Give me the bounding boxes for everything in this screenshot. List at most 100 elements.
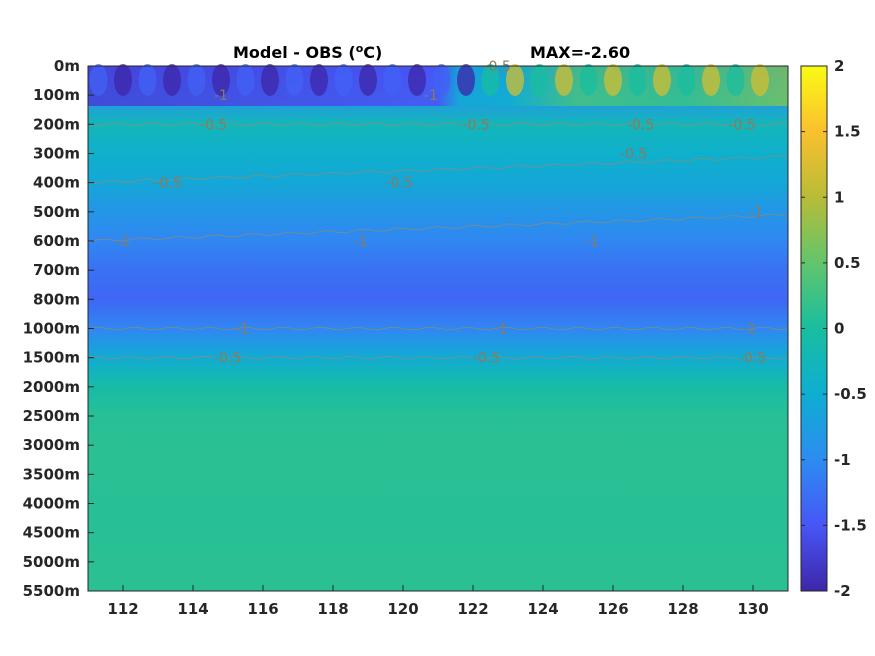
title-main: Model - OBS ( (233, 43, 356, 62)
surface-cell (432, 64, 451, 96)
y-tick-label: 1500m (23, 349, 80, 367)
contour-label: -0.5 (484, 59, 511, 75)
y-tick-label: 4000m (23, 495, 80, 513)
y-tick-label: 3000m (23, 436, 80, 454)
x-tick-label: 124 (527, 600, 558, 618)
surface-cell (212, 64, 230, 96)
contour-label: -1 (494, 322, 508, 338)
colorbar-gradient (801, 66, 827, 591)
contour-line (87, 355, 789, 360)
contour-label: -0.5 (729, 117, 756, 133)
contour-label: -0.5 (214, 351, 241, 367)
surface-cell (457, 64, 475, 96)
y-tick-label: 200m (33, 115, 80, 133)
surface-cell (677, 64, 696, 96)
contour-label: -1 (424, 88, 438, 104)
x-tick-label: 126 (597, 600, 628, 618)
colorbar-tick-label: 0.5 (834, 254, 861, 272)
surface-cell (138, 64, 157, 96)
contour-lines (87, 122, 789, 360)
surface-cell (751, 64, 769, 96)
surface-cell (89, 64, 108, 96)
colorbar-tick-label: -0.5 (834, 385, 867, 403)
surface-cell (530, 64, 549, 96)
y-tick-label: 400m (33, 174, 80, 192)
contour-label: -1 (750, 205, 764, 221)
contour-line (87, 213, 789, 243)
y-tick-label: 5500m (23, 582, 80, 600)
surface-cell (114, 64, 132, 96)
contour-label: -0.5 (620, 147, 647, 163)
surface-cell (506, 64, 524, 96)
surface-cell (285, 64, 304, 96)
contour-label: -1 (585, 234, 599, 250)
y-tick-label: 600m (33, 232, 80, 250)
contour-label: -1 (354, 234, 368, 250)
surface-cells (89, 64, 769, 96)
surface-cell (555, 64, 573, 96)
x-tick-label: 128 (667, 600, 698, 618)
y-tick-label: 3500m (23, 465, 80, 483)
y-tick-label: 2000m (23, 378, 80, 396)
surface-cell (702, 64, 720, 96)
title-superscript: o (356, 42, 364, 55)
surface-cell (726, 64, 745, 96)
x-tick-label: 118 (317, 600, 348, 618)
contour-label: -0.5 (473, 351, 500, 367)
surface-cell (604, 64, 622, 96)
y-tick-label: 4500m (23, 524, 80, 542)
y-tick-label: 1000m (23, 320, 80, 338)
y-tick-label: 300m (33, 145, 80, 163)
surface-cell (163, 64, 181, 96)
colorbar-tick-label: -1.5 (834, 516, 867, 534)
colorbar-tick-label: -1 (834, 451, 851, 469)
colorbar-tick-label: -2 (834, 582, 851, 600)
contour-label: -0.5 (155, 176, 182, 192)
colorbar-tick-label: 1.5 (834, 123, 861, 141)
contour-labels: -1 -1 -0.5 -0.5 -0.5 -0.5 -0.5 -0.5 -0.5 -0.5 -1 -1… (116, 59, 766, 367)
surface-cell (310, 64, 328, 96)
x-tick-label: 120 (387, 600, 418, 618)
surface-cell (481, 64, 500, 96)
y-tick-label: 100m (33, 86, 80, 104)
colorbar-tick-label: 1 (834, 188, 844, 206)
heatmap-field (88, 66, 788, 591)
surface-cell (261, 64, 279, 96)
surface-cell (653, 64, 671, 96)
contour-line (87, 155, 789, 185)
y-tick-label: 2500m (23, 407, 80, 425)
contour-label: -0.5 (627, 117, 654, 133)
contour-label: -0.5 (739, 351, 766, 367)
surface-cell (187, 64, 206, 96)
title-unit: C) (363, 43, 382, 62)
contour-label: -1 (116, 234, 130, 250)
y-tick-label: 5000m (23, 553, 80, 571)
colorbar: 2 1.5 1 0.5 0 -0.5 -1 -1.5 -2 (800, 57, 867, 600)
y-tick-label: 700m (33, 261, 80, 279)
max-label: MAX=-2.60 (530, 43, 630, 62)
x-tick-label: 130 (737, 600, 768, 618)
chart-title: Model - OBS (oC) (233, 42, 382, 62)
colorbar-tick-label: 0 (834, 320, 844, 338)
contour-label: -0.5 (463, 117, 490, 133)
surface-cell (359, 64, 377, 96)
x-tick-label: 116 (247, 600, 278, 618)
y-tick-label: 800m (33, 290, 80, 308)
contour-line (87, 326, 789, 331)
surface-cell (383, 64, 402, 96)
plot-area: -1 -1 -0.5 -0.5 -0.5 -0.5 -0.5 -0.5 -0.5 -0.5 -1 -1… (87, 59, 789, 592)
contour-label: -0.5 (386, 176, 413, 192)
surface-cell (408, 64, 426, 96)
y-tick-label: 0m (54, 57, 80, 75)
x-tick-label: 112 (107, 600, 138, 618)
surface-cell (236, 64, 255, 96)
colorbar-tick-label: 2 (834, 57, 844, 75)
surface-cell (628, 64, 647, 96)
contour-line (87, 122, 789, 127)
contour-label: -0.5 (200, 117, 227, 133)
x-tick-label: 122 (457, 600, 488, 618)
colorbar-ticks: 2 1.5 1 0.5 0 -0.5 -1 -1.5 -2 (801, 57, 867, 600)
x-tick-label: 114 (177, 600, 208, 618)
surface-cell (334, 64, 353, 96)
